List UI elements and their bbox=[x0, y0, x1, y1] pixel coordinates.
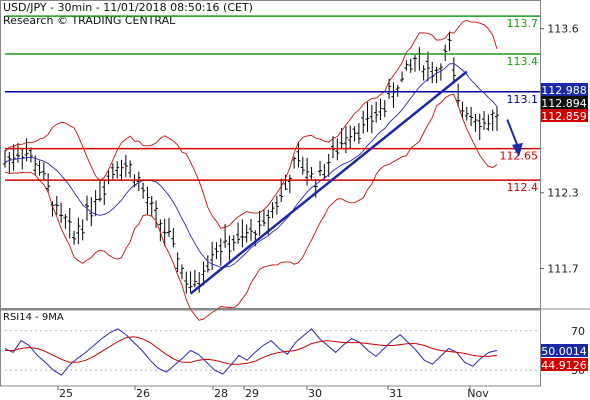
price-tag-ask bbox=[541, 109, 588, 122]
rsi-panel-title: RSI14 - 9MA bbox=[3, 312, 64, 323]
rsi-tag-label: 50.0014 bbox=[541, 345, 587, 358]
price-tag-label: 112.894 bbox=[541, 97, 587, 110]
rsi-panel-frame bbox=[0, 309, 541, 387]
forecast-arrow-head bbox=[511, 142, 523, 157]
level-label: 113.4 bbox=[507, 55, 539, 68]
price-axis-label: 111.7 bbox=[547, 262, 579, 275]
time-axis-label: 25 bbox=[59, 387, 73, 400]
bollinger-lower-band bbox=[4, 93, 498, 321]
rsi-tag-rsi bbox=[541, 344, 588, 357]
price-axis-label: 113.6 bbox=[547, 23, 579, 36]
price-tag-label: 112.859 bbox=[541, 110, 587, 123]
time-axis-label: 28 bbox=[214, 387, 228, 400]
price-tag-bid bbox=[541, 96, 588, 109]
price-tag-label: 112.988 bbox=[541, 84, 587, 97]
level-label: 113.1 bbox=[507, 93, 539, 106]
rsi-series-rsi_ma bbox=[5, 336, 498, 365]
time-axis-label: Nov bbox=[467, 387, 489, 400]
time-axis: 25 26 28 29 30 31 Nov bbox=[57, 386, 489, 400]
time-axis-label: 26 bbox=[136, 387, 150, 400]
forecast-arrow-shaft bbox=[506, 119, 519, 148]
time-axis-label: 29 bbox=[245, 387, 259, 400]
price-axis-label: 112.3 bbox=[547, 187, 579, 200]
rsi-tag-rsi_ma bbox=[541, 358, 588, 371]
price-panel: 113.6112.3111.7113.7113.4113.1112.65112.… bbox=[0, 0, 590, 321]
rsi-series-rsi bbox=[4, 328, 498, 376]
chart-title: USD/JPY - 30min - 11/01/2018 08:50:16 (C… bbox=[3, 1, 253, 14]
rsi-axis-label: 70 bbox=[571, 325, 585, 338]
level-label: 113.7 bbox=[507, 17, 539, 30]
price-tag-last bbox=[541, 83, 588, 96]
source-credit: Research © TRADING CENTRAL bbox=[3, 14, 176, 27]
level-label: 112.4 bbox=[507, 181, 539, 194]
support-trendline bbox=[189, 70, 468, 295]
bollinger-upper-band bbox=[4, 20, 498, 229]
time-axis-label: 31 bbox=[389, 387, 403, 400]
ohlc-bars bbox=[3, 31, 499, 294]
time-axis-label: 30 bbox=[308, 387, 322, 400]
moving-average-line bbox=[4, 63, 498, 268]
rsi-tag-label: 44.9126 bbox=[541, 359, 587, 372]
